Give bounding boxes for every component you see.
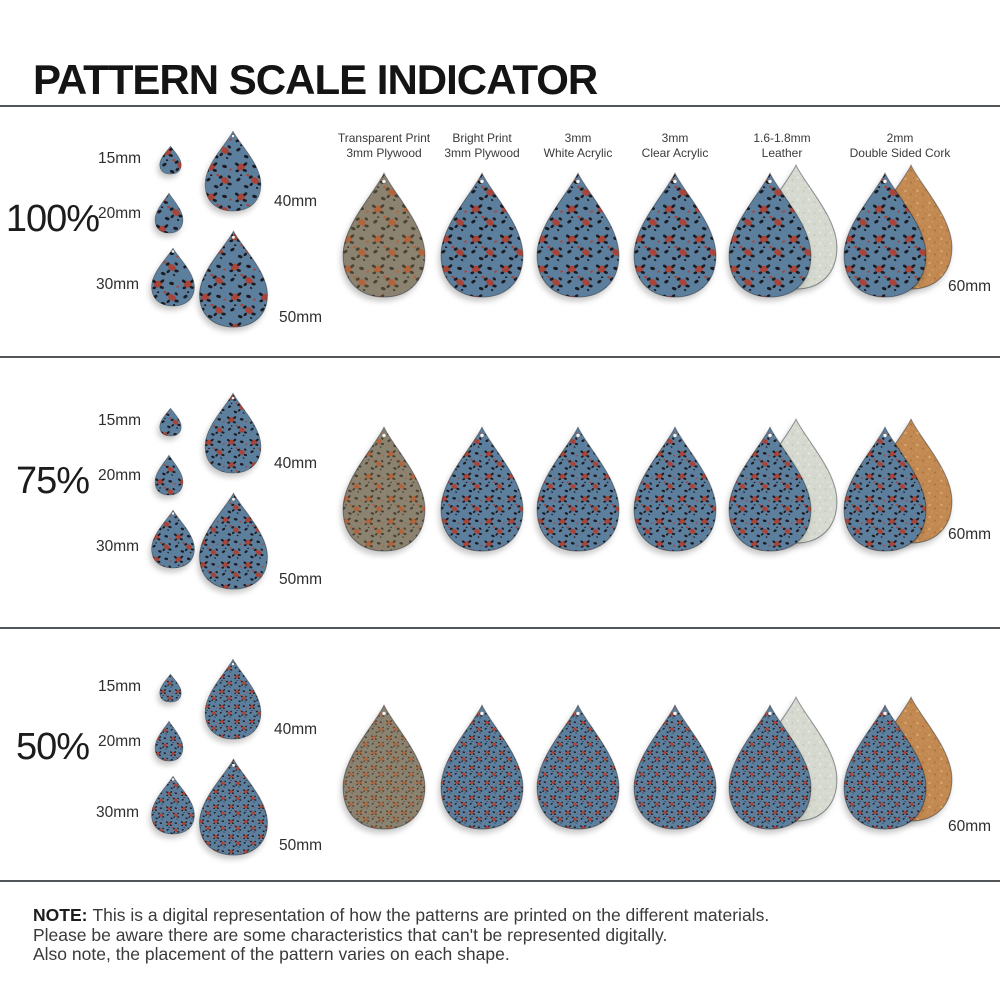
size-label-20mm: 20mm — [98, 467, 142, 484]
note-line-1: NOTE: This is a digital representation of… — [33, 905, 770, 925]
teardrop-60mm-white-acrylic — [534, 704, 622, 830]
note-line-3: Also note, the placement of the pattern … — [33, 944, 510, 964]
material-label-bright-plywood: Bright Print 3mm Plywood — [444, 131, 520, 160]
size-label-60mm: 60mm — [948, 526, 992, 543]
size-label-40mm: 40mm — [274, 455, 318, 472]
teardrop-60mm-clear-acrylic — [631, 704, 719, 830]
size-label-60mm: 60mm — [948, 818, 992, 835]
note-line-2: Please be aware there are some character… — [33, 924, 668, 945]
teardrop-60mm-transparent-plywood — [340, 426, 428, 552]
scale-row-100: 100% Transparent Print 3mm Plywood Brigh… — [0, 104, 1000, 356]
teardrop-30mm — [150, 247, 196, 307]
teardrop-60mm-white-acrylic — [534, 172, 622, 298]
size-label-50mm: 50mm — [279, 309, 323, 326]
note-label: NOTE: — [33, 905, 88, 925]
teardrop-60mm-bright-plywood — [438, 704, 526, 830]
teardrop-60mm-cork-front — [841, 172, 929, 298]
teardrop-40mm — [203, 658, 263, 740]
size-label-30mm: 30mm — [96, 276, 140, 293]
size-label-50mm: 50mm — [279, 837, 323, 854]
teardrop-50mm — [197, 492, 270, 590]
teardrop-60mm-white-acrylic — [534, 426, 622, 552]
scale-row-75: 75% 15mm 20mm 30mm 40mm 50mm 60mm — [0, 366, 1000, 618]
size-label-60mm: 60mm — [948, 278, 992, 295]
teardrop-40mm — [203, 130, 263, 212]
size-label-20mm: 20mm — [98, 205, 142, 222]
teardrop-60mm-clear-acrylic — [631, 172, 719, 298]
teardrop-60mm-clear-acrylic — [631, 426, 719, 552]
size-label-40mm: 40mm — [274, 721, 318, 738]
teardrop-20mm — [154, 192, 184, 234]
separator-line — [0, 105, 1000, 107]
teardrop-60mm-leather-front — [726, 704, 814, 830]
size-label-15mm: 15mm — [98, 412, 142, 429]
scale-row-50: 50% 15mm 20mm 30mm 40mm 50mm 60mm — [0, 632, 1000, 884]
teardrop-60mm-transparent-plywood — [340, 172, 428, 298]
teardrop-60mm-cork-front — [841, 426, 929, 552]
teardrop-60mm-leather-front — [726, 172, 814, 298]
size-label-15mm: 15mm — [98, 150, 142, 167]
size-label-50mm: 50mm — [279, 571, 323, 588]
teardrop-20mm — [154, 454, 184, 496]
teardrop-60mm-transparent-plywood — [340, 704, 428, 830]
scale-label: 100% — [5, 198, 100, 240]
teardrop-20mm — [154, 720, 184, 762]
material-label-transparent-plywood: Transparent Print 3mm Plywood — [337, 131, 431, 160]
teardrop-60mm-cork-front — [841, 704, 929, 830]
teardrop-60mm-bright-plywood — [438, 172, 526, 298]
note: NOTE: This is a digital representation of… — [33, 905, 770, 965]
size-label-40mm: 40mm — [274, 193, 318, 210]
teardrop-40mm — [203, 392, 263, 474]
separator-line — [0, 880, 1000, 882]
material-label-cork: 2mm Double Sided Cork — [849, 131, 951, 160]
teardrop-15mm — [159, 145, 182, 175]
teardrop-50mm — [197, 758, 270, 856]
separator-line — [0, 356, 1000, 358]
material-label-leather: 1.6-1.8mm Leather — [753, 131, 811, 160]
scale-label: 50% — [15, 726, 90, 768]
size-label-15mm: 15mm — [98, 678, 142, 695]
size-label-30mm: 30mm — [96, 538, 140, 555]
teardrop-50mm — [197, 230, 270, 328]
teardrop-15mm — [159, 407, 182, 437]
teardrop-60mm-bright-plywood — [438, 426, 526, 552]
teardrop-15mm — [159, 673, 182, 703]
size-label-30mm: 30mm — [96, 804, 140, 821]
scale-label: 75% — [15, 460, 90, 502]
material-label-white-acrylic: 3mm White Acrylic — [543, 131, 613, 160]
material-label-clear-acrylic: 3mm Clear Acrylic — [641, 131, 709, 160]
separator-line — [0, 627, 1000, 629]
page-title: PATTERN SCALE INDICATOR — [33, 56, 598, 104]
teardrop-30mm — [150, 775, 196, 835]
teardrop-60mm-leather-front — [726, 426, 814, 552]
teardrop-30mm — [150, 509, 196, 569]
size-label-20mm: 20mm — [98, 733, 142, 750]
